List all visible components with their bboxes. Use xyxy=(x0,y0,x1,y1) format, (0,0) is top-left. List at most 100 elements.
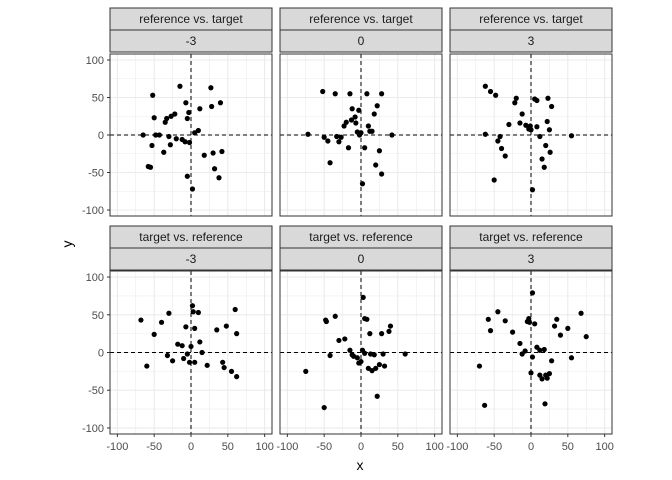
data-point xyxy=(184,351,190,357)
data-point xyxy=(554,316,560,322)
data-point xyxy=(321,404,327,411)
data-point xyxy=(166,133,172,140)
x-tick-label: -100 xyxy=(446,441,468,453)
x-tick-label: 50 xyxy=(222,441,234,453)
data-point xyxy=(358,130,364,136)
data-point xyxy=(156,132,162,138)
data-point xyxy=(151,331,157,337)
y-tick-label: 0 xyxy=(98,130,104,142)
data-point xyxy=(502,153,508,159)
data-point xyxy=(491,177,497,183)
data-point xyxy=(192,325,198,331)
data-point xyxy=(568,355,575,361)
y-tick-label: -50 xyxy=(88,168,104,180)
data-point xyxy=(495,138,501,144)
data-point xyxy=(364,316,370,322)
data-point xyxy=(549,358,555,364)
y-tick-label: 100 xyxy=(86,272,104,284)
col-strip-box xyxy=(449,29,613,53)
data-point xyxy=(144,363,150,369)
row-strip-label: target vs. reference xyxy=(309,230,413,244)
data-point xyxy=(173,136,179,142)
data-point xyxy=(537,347,543,353)
x-tick-label: 100 xyxy=(255,441,273,453)
data-point xyxy=(336,337,342,344)
data-point xyxy=(320,88,326,95)
data-point xyxy=(565,325,571,331)
data-point xyxy=(380,351,386,357)
data-point xyxy=(529,354,536,360)
data-point xyxy=(402,351,408,357)
data-point xyxy=(495,309,501,315)
data-point xyxy=(183,100,189,106)
data-point xyxy=(497,133,503,140)
data-point xyxy=(371,111,377,117)
data-point xyxy=(389,132,395,138)
data-point xyxy=(359,181,366,187)
data-point xyxy=(358,358,364,365)
data-point xyxy=(544,118,550,125)
data-point xyxy=(201,152,207,158)
data-point xyxy=(365,123,371,129)
data-point xyxy=(498,145,505,152)
data-point xyxy=(482,83,488,89)
data-point xyxy=(493,92,499,98)
data-point xyxy=(539,156,545,162)
data-point xyxy=(543,142,549,149)
data-point xyxy=(362,145,368,151)
x-tick-label: 50 xyxy=(392,441,404,453)
data-point xyxy=(482,131,488,137)
x-tick-label: 100 xyxy=(425,441,443,453)
data-point xyxy=(549,103,555,110)
data-point xyxy=(517,340,523,347)
data-point xyxy=(512,100,518,106)
data-point xyxy=(379,331,385,337)
data-point xyxy=(356,107,362,113)
data-point xyxy=(347,91,353,97)
data-point xyxy=(216,175,222,181)
data-point xyxy=(188,343,194,350)
x-tick-label: -50 xyxy=(316,441,332,453)
panel-border xyxy=(279,53,443,217)
data-point xyxy=(528,127,534,133)
col-strip-label: 3 xyxy=(528,34,535,48)
data-point xyxy=(327,160,333,166)
data-point xyxy=(334,133,340,140)
data-point xyxy=(192,359,198,365)
facet-panel xyxy=(109,270,273,435)
data-point xyxy=(386,328,392,334)
data-point xyxy=(353,120,359,126)
y-tick-label: 100 xyxy=(86,55,104,67)
data-point xyxy=(151,115,157,121)
data-point xyxy=(539,376,545,382)
data-point xyxy=(367,331,373,337)
facet-panel xyxy=(279,270,443,435)
data-point xyxy=(374,393,380,399)
data-point xyxy=(545,95,551,101)
x-axis-title: x xyxy=(357,457,364,473)
data-point xyxy=(547,149,553,155)
data-point xyxy=(147,164,154,170)
data-point xyxy=(140,132,146,138)
col-strip-box xyxy=(109,247,273,271)
data-point xyxy=(183,324,189,330)
data-point xyxy=(583,334,589,340)
facet-strip-group: target vs. reference -3 xyxy=(109,225,273,271)
data-point xyxy=(485,316,491,322)
data-point xyxy=(164,352,171,359)
row-strip-label: reference vs. target xyxy=(139,12,243,26)
data-point xyxy=(526,319,533,325)
data-point xyxy=(204,362,210,368)
data-point xyxy=(546,371,553,377)
x-tick-label: -50 xyxy=(146,441,162,453)
data-point xyxy=(221,364,227,371)
data-point xyxy=(371,352,377,358)
facet-strip-group: target vs. reference 3 xyxy=(449,225,613,271)
row-strip-label: target vs. reference xyxy=(139,230,243,244)
x-tick-label: 0 xyxy=(358,441,364,453)
data-point xyxy=(349,106,355,112)
data-point xyxy=(546,127,553,133)
data-point xyxy=(234,331,240,337)
